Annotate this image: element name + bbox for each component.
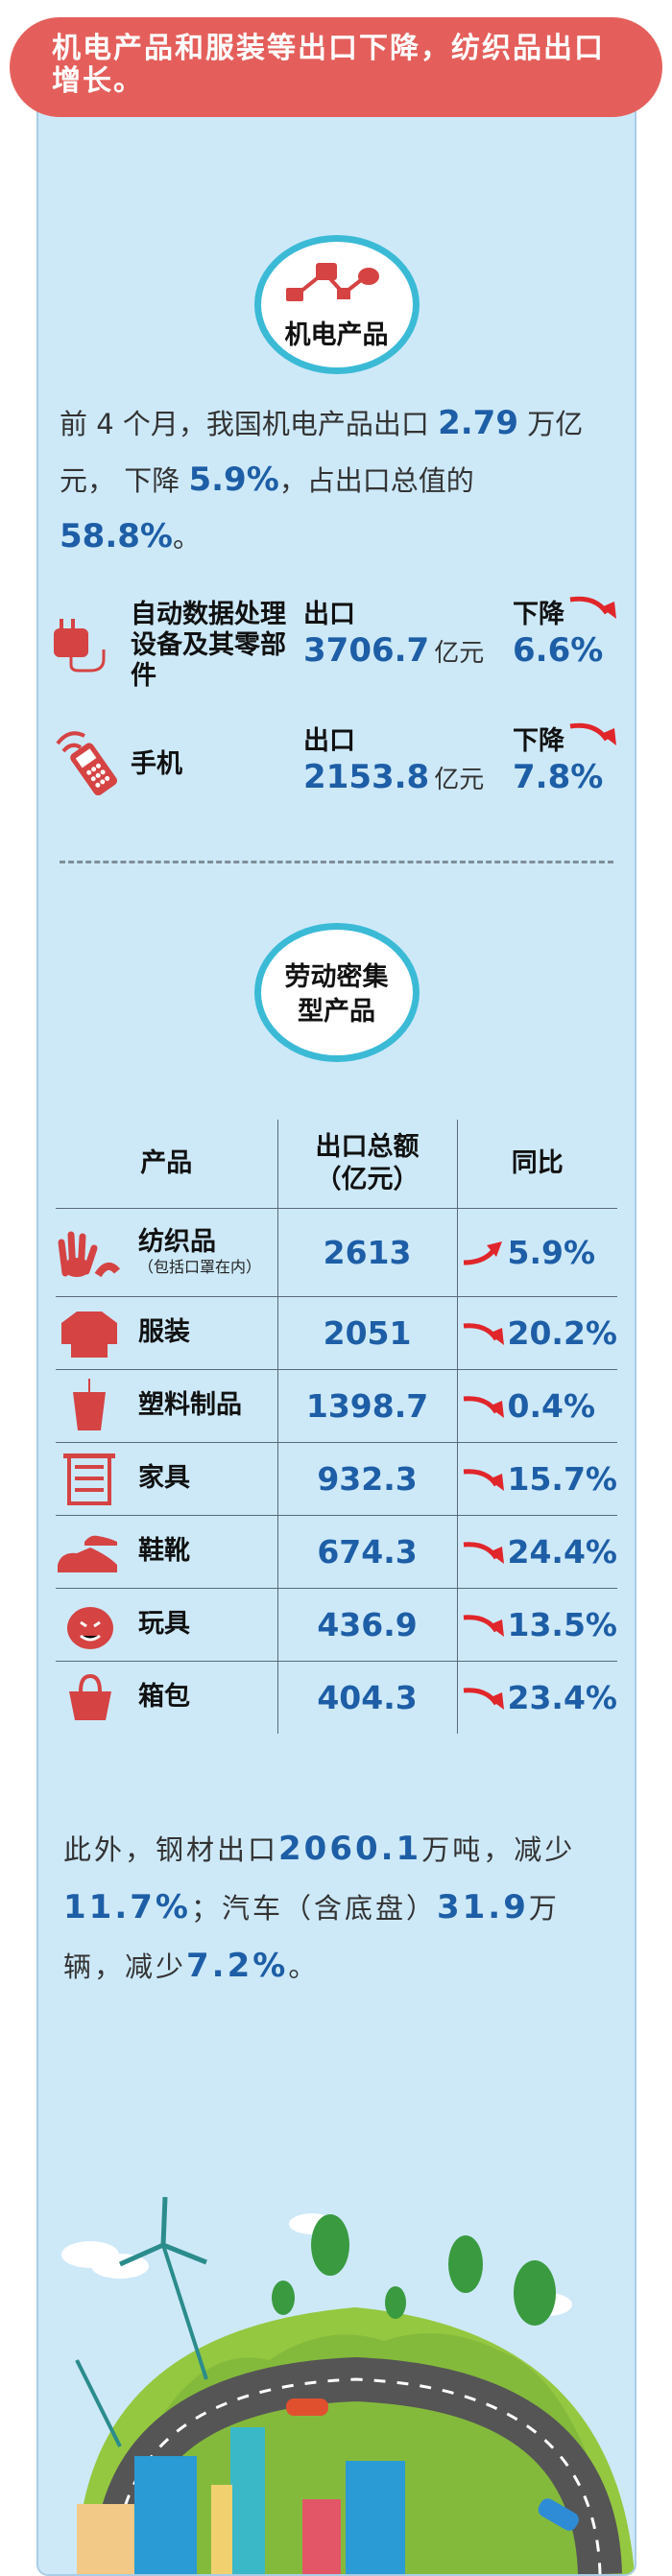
product-name: 服装 bbox=[138, 1317, 190, 1347]
chart-trend-icon bbox=[285, 263, 379, 301]
badge-title: 劳动密集型产品 bbox=[284, 962, 389, 1027]
pumpkin-toy-icon bbox=[67, 1607, 113, 1649]
product-name: 家具 bbox=[138, 1463, 190, 1493]
product-name: 塑料制品 bbox=[138, 1390, 242, 1420]
mobile-phone-icon bbox=[56, 731, 118, 796]
yoy-change: 0.4% bbox=[507, 1386, 596, 1425]
section-divider bbox=[60, 861, 613, 863]
export-value: 404.3 bbox=[277, 1660, 458, 1734]
table-row: 鞋靴 674.3 24.4% bbox=[56, 1514, 618, 1588]
headline-banner: 机电产品和服装等出口下降，纺织品出口增长。 bbox=[10, 17, 662, 117]
down-arrow-icon bbox=[463, 1396, 504, 1418]
export-value: 436.9 bbox=[277, 1587, 458, 1661]
item-name: 自动数据处理设备及其零部件 bbox=[131, 600, 286, 691]
product-name: 玩具 bbox=[138, 1609, 190, 1639]
down-arrow-icon bbox=[463, 1688, 504, 1711]
down-arrow-icon bbox=[569, 596, 616, 619]
product-name: 纺织品 （包括口罩在内） bbox=[138, 1227, 262, 1276]
infographic-panel: 机电产品 前 4 个月，我国机电产品出口 2.79 万亿元， 下降 5.9%，占… bbox=[36, 77, 636, 2576]
power-plug-icon bbox=[54, 619, 106, 673]
product-name: 箱包 bbox=[138, 1682, 190, 1713]
change-label: 下降 bbox=[513, 726, 564, 756]
table-row: 纺织品 （包括口罩在内） 2613 5.9% bbox=[56, 1207, 617, 1296]
bag-icon bbox=[69, 1674, 111, 1721]
headline: 机电产品和服装等出口下降，纺织品出口增长。 bbox=[52, 32, 605, 98]
footer-text: 此外，钢材出口2060.1万吨，减少 11.7%；汽车（含底盘）31.9万辆，减… bbox=[63, 1830, 576, 1985]
item-name: 手机 bbox=[131, 749, 182, 779]
item-value: 3706.7 亿元 bbox=[303, 631, 485, 670]
section-badge-labor-intensive: 劳动密集型产品 bbox=[253, 923, 420, 1062]
yoy-change: 15.7% bbox=[507, 1459, 618, 1498]
yoy-change: 24.4% bbox=[507, 1532, 618, 1571]
summary-text: 前 4 个月，我国机电产品出口 2.79 万亿元， 下降 5.9%，占出口总值的… bbox=[60, 404, 584, 555]
item-value: 2153.8 亿元 bbox=[303, 758, 485, 796]
export-label: 出口 bbox=[303, 600, 355, 629]
table-row: 家具 932.3 15.7% bbox=[56, 1441, 618, 1515]
labor-products-table: 产品 出口总额（亿元） 同比 纺织品 （包括口罩在内） 2613 5.9% 服装 2… bbox=[56, 1120, 617, 1734]
car bbox=[286, 2399, 328, 2416]
down-arrow-icon bbox=[463, 1323, 504, 1345]
table-row: 箱包 404.3 23.4% bbox=[56, 1660, 618, 1734]
export-value: 2613 bbox=[277, 1207, 458, 1296]
product-item: 自动数据处理设备及其零部件 出口 3706.7 亿元 下降 6.6% bbox=[38, 596, 635, 692]
shoes-icon bbox=[58, 1535, 117, 1572]
shirt-icon bbox=[61, 1312, 117, 1358]
export-label: 出口 bbox=[303, 726, 355, 756]
item-change: 7.8% bbox=[513, 758, 604, 796]
car bbox=[538, 2498, 579, 2531]
product-name: 鞋靴 bbox=[138, 1536, 190, 1566]
hands-icon bbox=[58, 1231, 121, 1278]
yoy-change: 23.4% bbox=[507, 1678, 618, 1716]
header-product: 产品 bbox=[56, 1120, 278, 1208]
yoy-change: 13.5% bbox=[507, 1605, 618, 1643]
table-row: 塑料制品 1398.7 0.4% bbox=[56, 1368, 617, 1442]
down-arrow-icon bbox=[463, 1615, 504, 1637]
down-arrow-icon bbox=[463, 1542, 504, 1564]
export-value: 2051 bbox=[277, 1295, 458, 1369]
green-city-landscape-illustration bbox=[61, 2196, 635, 2574]
header-yoy: 同比 bbox=[511, 1147, 564, 1178]
yoy-change: 20.2% bbox=[507, 1313, 618, 1352]
export-value: 932.3 bbox=[277, 1441, 458, 1515]
product-item: 手机 出口 2153.8 亿元 下降 7.8% bbox=[38, 722, 635, 803]
item-change: 6.6% bbox=[513, 631, 604, 670]
export-value: 1398.7 bbox=[277, 1368, 458, 1442]
table-row: 玩具 436.9 13.5% bbox=[56, 1587, 618, 1661]
header-export-total: 出口总额（亿元） bbox=[277, 1120, 458, 1208]
table-row: 服装 2051 20.2% bbox=[56, 1295, 618, 1369]
down-arrow-icon bbox=[569, 722, 616, 745]
change-label: 下降 bbox=[513, 600, 564, 629]
down-arrow-icon bbox=[463, 1469, 504, 1491]
yoy-change: 5.9% bbox=[507, 1233, 596, 1271]
export-value: 674.3 bbox=[277, 1514, 458, 1588]
up-arrow-icon bbox=[463, 1241, 502, 1265]
cup-icon bbox=[73, 1379, 106, 1430]
cabinet-icon bbox=[63, 1453, 115, 1505]
section-badge-electromechanical: 机电产品 bbox=[253, 235, 420, 374]
badge-title: 机电产品 bbox=[284, 320, 389, 350]
